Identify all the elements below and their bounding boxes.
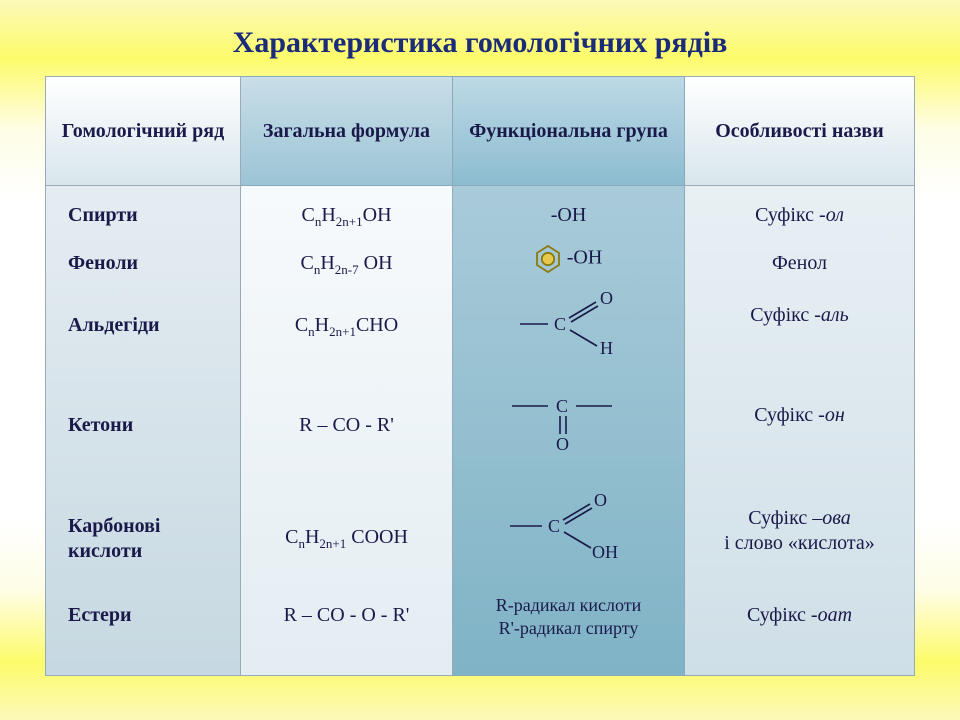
formula-carboxylic: CnH2n+1 COOH [241,526,452,552]
page-title: Характеристика гомологічних рядів [0,0,960,76]
series-ketones: Кетони [68,414,230,437]
formula-esters: R – CO - O - R' [241,604,452,627]
header-series: Гомологічний ряд [45,76,241,186]
svg-text:O: O [600,288,613,308]
formula-phenols: CnH2n-7 OH [241,252,452,278]
svg-text:C: C [548,516,560,536]
body-naming: Суфікс -ол Фенол Суфікс -аль Суфікс -он … [685,186,915,676]
formula-alcohols: CnH2n+1OH [241,204,452,230]
group-aldehydes: C O H [453,286,684,362]
svg-text:C: C [554,314,566,334]
series-alcohols: Спирти [68,204,230,227]
group-ketones: C O [453,388,684,458]
group-alcohols: -ОН [453,204,684,227]
body-group: -ОН -ОН C O [453,186,685,676]
naming-ketones: Суфікс -он [685,404,914,427]
naming-aldehydes: Суфікс -аль [685,304,914,327]
aldehyde-structure-icon: C O H [514,286,624,356]
header-group: Функціональна група [453,76,685,186]
body-series: Спирти Феноли Альдегіди Кетони Карбонові… [45,186,241,676]
column-series: Гомологічний ряд Спирти Феноли Альдегіди… [45,76,241,676]
group-esters: R-радикал кислотиR'-радикал спирту [453,594,684,639]
naming-phenols: Фенол [685,252,914,275]
header-formula: Загальна формула [241,76,453,186]
svg-text:O: O [556,434,569,452]
series-esters: Естери [68,604,230,627]
series-carboxylic: Карбоновікислоти [68,514,230,564]
formula-ketones: R – CO - R' [241,414,452,437]
svg-text:OH: OH [592,542,618,562]
group-phenols: -ОН [453,244,684,274]
ketone-structure-icon: C O [504,388,634,452]
series-phenols: Феноли [68,252,230,275]
body-formula: CnH2n+1OH CnH2n-7 OH CnH2n+1CHO R – CO -… [241,186,453,676]
naming-alcohols: Суфікс -ол [685,204,914,227]
group-carboxylic: C O OH [453,486,684,568]
header-naming: Особливості назви [685,76,915,186]
column-naming: Особливості назви Суфікс -ол Фенол Суфік… [685,76,915,676]
column-group: Функціональна група -ОН -ОН C [453,76,685,676]
formula-aldehydes: CnH2n+1CHO [241,314,452,340]
svg-text:C: C [556,396,568,416]
column-formula: Загальна формула CnH2n+1OH CnH2n-7 OH Cn… [241,76,453,676]
phenol-oh-label: -ОН [567,247,603,269]
svg-text:H: H [600,338,613,356]
benzene-ring-icon [535,244,561,274]
carboxylic-structure-icon: C O OH [504,486,634,562]
series-aldehydes: Альдегіди [68,314,230,337]
table: Гомологічний ряд Спирти Феноли Альдегіди… [45,76,915,676]
naming-esters: Суфікс -оат [685,604,914,627]
naming-carboxylic: Суфікс –оваі слово «кислота» [685,506,914,556]
svg-text:O: O [594,490,607,510]
